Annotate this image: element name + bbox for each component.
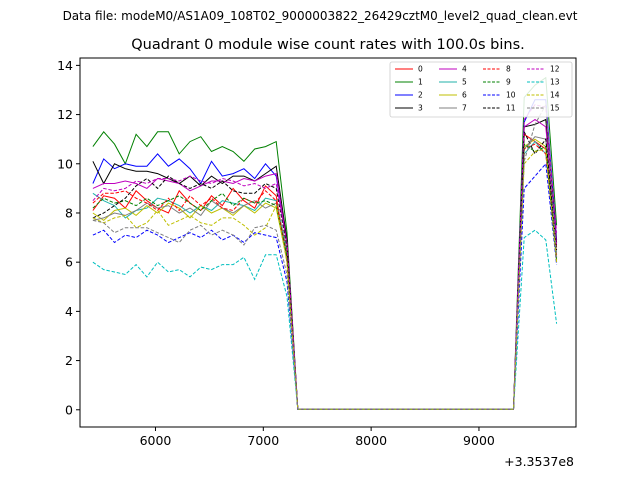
legend-label-0: 0 <box>418 65 423 74</box>
y-tick-label-6: 6 <box>65 255 73 270</box>
chart-suptitle: Data file: modeM0/AS1A09_108T02_90000038… <box>63 9 578 23</box>
series-line-15 <box>92 102 558 410</box>
legend-box <box>389 61 573 118</box>
plot-lines <box>92 76 558 410</box>
series-line-5 <box>92 140 558 410</box>
series-line-2 <box>92 99 558 410</box>
y-tick-label-4: 4 <box>65 304 73 319</box>
x-axis-offset-label: +3.3537e8 <box>504 454 574 469</box>
series-line-9 <box>92 143 558 410</box>
legend-label-7: 7 <box>462 104 467 113</box>
y-tick-label-12: 12 <box>57 107 73 122</box>
legend-label-9: 9 <box>506 78 511 87</box>
series-line-4 <box>92 118 558 410</box>
legend-label-13: 13 <box>550 78 560 87</box>
y-axis-ticks: 0 2 4 6 8 10 12 14 <box>57 58 80 417</box>
series-line-14 <box>92 148 558 410</box>
x-tick-label-7000: 7000 <box>247 433 279 448</box>
x-tick-label-9000: 9000 <box>463 433 495 448</box>
legend-label-4: 4 <box>462 65 467 74</box>
legend-label-2: 2 <box>418 91 423 100</box>
x-axis-ticks: 6000 7000 8000 9000 <box>140 427 495 448</box>
legend-label-3: 3 <box>418 104 423 113</box>
chart-title: Quadrant 0 module wise count rates with … <box>131 37 525 53</box>
series-line-13 <box>92 229 558 410</box>
series-line-1 <box>92 76 558 410</box>
axes-frame <box>79 57 577 428</box>
y-tick-label-2: 2 <box>65 353 73 368</box>
legend-label-1: 1 <box>418 78 423 87</box>
legend-label-5: 5 <box>462 78 467 87</box>
y-tick-label-8: 8 <box>65 205 73 220</box>
x-tick-label-8000: 8000 <box>355 433 387 448</box>
y-tick-label-14: 14 <box>57 58 73 73</box>
series-line-11 <box>92 131 558 410</box>
legend-label-14: 14 <box>550 91 560 100</box>
series-line-10 <box>92 162 558 410</box>
series-line-3 <box>92 118 558 410</box>
legend-label-12: 12 <box>550 65 560 74</box>
y-tick-label-10: 10 <box>57 156 73 171</box>
x-tick-label-6000: 6000 <box>140 433 172 448</box>
series-line-7 <box>92 136 558 410</box>
legend-label-11: 11 <box>506 104 516 113</box>
y-tick-label-0: 0 <box>65 402 73 417</box>
series-line-12 <box>92 104 558 410</box>
legend-label-6: 6 <box>462 91 467 100</box>
legend-label-10: 10 <box>506 91 516 100</box>
series-line-8 <box>92 143 558 410</box>
legend-label-8: 8 <box>506 65 511 74</box>
legend-label-15: 15 <box>550 104 560 113</box>
